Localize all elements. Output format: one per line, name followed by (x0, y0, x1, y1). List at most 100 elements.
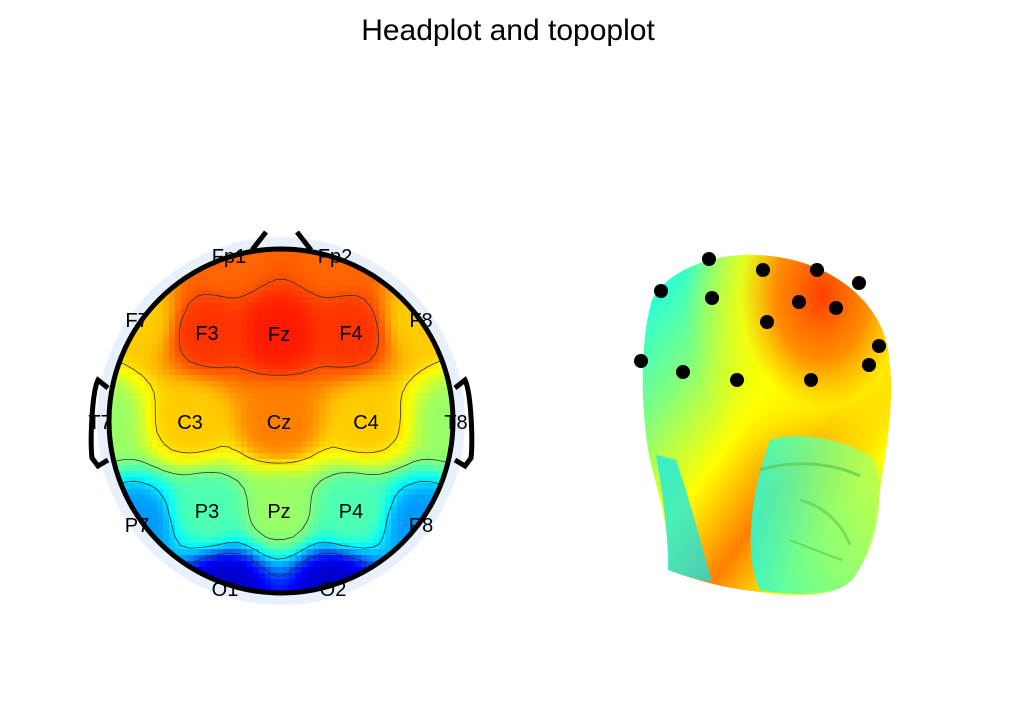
topoplot-cell (265, 483, 272, 490)
topoplot-cell (319, 537, 326, 544)
topoplot-cell (343, 309, 350, 316)
topoplot-cell (337, 441, 344, 448)
topoplot-cell (247, 465, 254, 472)
topoplot-cell (295, 471, 302, 478)
topoplot-cell (271, 297, 278, 304)
topoplot-cell (265, 423, 272, 430)
topoplot-cell (199, 549, 206, 556)
topoplot-cell (163, 447, 170, 454)
topoplot-cell (367, 555, 374, 562)
topoplot-cell (139, 441, 146, 448)
topoplot-cell (193, 351, 200, 358)
topoplot-cell (421, 429, 428, 436)
topoplot-cell (289, 249, 296, 256)
topoplot-cell (193, 345, 200, 352)
topoplot-cell (331, 483, 338, 490)
topoplot-cell (247, 387, 254, 394)
topoplot-cell (331, 447, 338, 454)
topoplot-cell (343, 501, 350, 508)
topoplot-cell (421, 339, 428, 346)
topoplot-cell (205, 567, 212, 574)
topoplot-cell (283, 501, 290, 508)
topoplot-cell (313, 477, 320, 484)
head-surface (642, 254, 891, 596)
topoplot-cell (193, 465, 200, 472)
topoplot-cell (301, 519, 308, 526)
topoplot-cell (169, 507, 176, 514)
topoplot-cell (319, 549, 326, 556)
topoplot-cell (235, 543, 242, 550)
topoplot-cell (181, 303, 188, 310)
topoplot-cell (283, 249, 290, 256)
topoplot-cell (241, 291, 248, 298)
topoplot-cell (235, 579, 242, 586)
topoplot-cell (175, 285, 182, 292)
topoplot-cell (439, 399, 446, 406)
topoplot-cell (259, 357, 266, 364)
topoplot-cell (199, 417, 206, 424)
topoplot-cell (247, 507, 254, 514)
topoplot-cell (229, 549, 236, 556)
topoplot-cell (157, 327, 164, 334)
topoplot-cell (325, 309, 332, 316)
topoplot-cell (349, 321, 356, 328)
topoplot-cell (349, 303, 356, 310)
topoplot-cell (391, 501, 398, 508)
topoplot-cell (205, 363, 212, 370)
topoplot-cell (145, 423, 152, 430)
topoplot-cell (199, 363, 206, 370)
topoplot-cell (319, 501, 326, 508)
topoplot-cell (289, 579, 296, 586)
topoplot-cell (115, 381, 122, 388)
topoplot-cell (355, 549, 362, 556)
topoplot-cell (433, 423, 440, 430)
topoplot-cell (289, 495, 296, 502)
topoplot-cell (433, 483, 440, 490)
topoplot-cell (277, 255, 284, 262)
topoplot-cell (211, 525, 218, 532)
topoplot-cell (337, 459, 344, 466)
topoplot-cell (139, 495, 146, 502)
topoplot-cell (385, 399, 392, 406)
topoplot-cell (223, 387, 230, 394)
topoplot-cell (373, 555, 380, 562)
topoplot-cell (223, 357, 230, 364)
topoplot-cell (193, 357, 200, 364)
topoplot-cell (265, 363, 272, 370)
topoplot-cell (139, 489, 146, 496)
topoplot-cell (367, 363, 374, 370)
topoplot-cell (295, 579, 302, 586)
topoplot-cell (337, 561, 344, 568)
topoplot-cell (415, 483, 422, 490)
topoplot-cell (229, 555, 236, 562)
topoplot-cell (277, 297, 284, 304)
topoplot-cell (127, 447, 134, 454)
topoplot-cell (127, 453, 134, 460)
topoplot-cell (397, 303, 404, 310)
topoplot-cell (325, 471, 332, 478)
topoplot-cell (175, 477, 182, 484)
topoplot-cell (295, 285, 302, 292)
topoplot-cell (367, 459, 374, 466)
topoplot-cell (385, 387, 392, 394)
topoplot-cell (283, 327, 290, 334)
topoplot-cell (205, 453, 212, 460)
topoplot-cell (205, 267, 212, 274)
topoplot-cell (289, 345, 296, 352)
topoplot-cell (367, 561, 374, 568)
topoplot-cell (187, 513, 194, 520)
topoplot-cell (199, 537, 206, 544)
topoplot-cell (289, 501, 296, 508)
topoplot-cell (211, 375, 218, 382)
topoplot-cell (187, 393, 194, 400)
topoplot-cell (253, 255, 260, 262)
topoplot-cell (391, 537, 398, 544)
topoplot-cell (373, 537, 380, 544)
topoplot-cell (307, 453, 314, 460)
topoplot-cell (151, 453, 158, 460)
topoplot-cell (193, 519, 200, 526)
topoplot-cell (139, 387, 146, 394)
topoplot-cell (205, 471, 212, 478)
topoplot-cell (181, 549, 188, 556)
